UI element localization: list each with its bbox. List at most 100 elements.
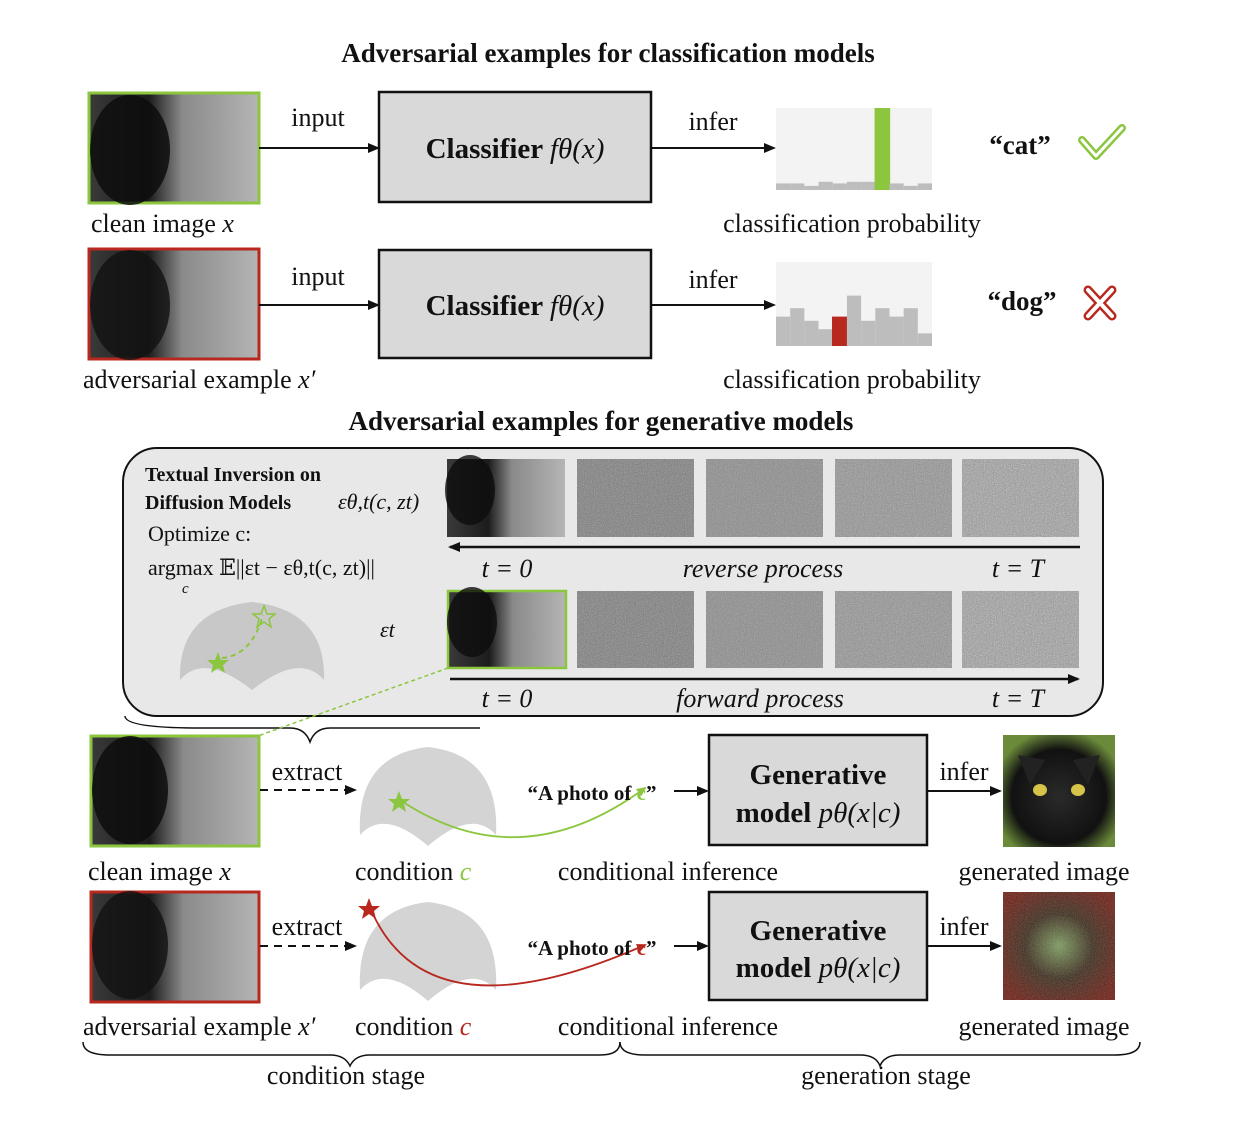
prob-chart-bg — [776, 108, 932, 190]
prob-label: classification probability — [723, 365, 981, 394]
prob-bar — [804, 320, 819, 346]
condition-shape — [359, 747, 497, 846]
condition-label: condition c — [355, 857, 472, 886]
reverse-start: t = 0 — [482, 554, 533, 583]
classifier-label: Classifier fθ(x) — [426, 133, 605, 165]
extract-label: extract — [272, 912, 344, 941]
generation-row-clean: clean image x extract condition c “A pho… — [88, 733, 1130, 886]
prob-bar — [875, 308, 890, 346]
cross-icon — [1083, 285, 1117, 321]
generated-image-label: generated image — [958, 1012, 1129, 1041]
clean-image-label: clean image x — [91, 209, 234, 238]
classifier-box — [377, 90, 653, 204]
cond-inference-label: conditional inference — [558, 1012, 778, 1041]
prob-bar — [818, 329, 833, 346]
clean-image-label: clean image x — [88, 857, 231, 886]
prob-bar — [917, 333, 932, 346]
prob-bar — [889, 316, 904, 346]
generation-stage-brace — [619, 1041, 1141, 1069]
condition-stage-label: condition stage — [267, 1061, 425, 1090]
prob-label: classification probability — [723, 209, 981, 238]
generative-model-box — [707, 890, 929, 1002]
eps-t-label: εt — [380, 617, 396, 642]
infer-label: infer — [939, 757, 988, 786]
prob-bar-highlight — [832, 316, 848, 346]
prob-bar — [889, 183, 904, 190]
prob-bars — [776, 295, 932, 346]
input-label: input — [291, 103, 345, 132]
infer-label: infer — [688, 107, 737, 136]
panel-brace — [124, 715, 480, 745]
objective-sub: c — [182, 581, 189, 597]
optimize-label: Optimize c: — [148, 521, 251, 546]
panel-heading-2: Diffusion Models — [145, 492, 291, 514]
generative-label-1: Generative — [750, 915, 887, 947]
star-icon — [207, 652, 229, 673]
prob-bar — [917, 183, 932, 190]
star-icon — [388, 791, 410, 812]
check-icon-inner — [1080, 126, 1124, 158]
star-outline-icon — [250, 603, 278, 629]
forward-start: t = 0 — [482, 684, 533, 713]
reverse-name: reverse process — [683, 554, 844, 583]
prob-bar — [790, 183, 805, 190]
cond-inference-label: conditional inference — [558, 857, 778, 886]
prob-bars — [776, 108, 932, 190]
infer-label: infer — [939, 912, 988, 941]
prob-bar — [790, 308, 805, 346]
condition-stage-brace — [82, 1041, 621, 1068]
check-icon — [1078, 124, 1126, 160]
condition-shape — [359, 902, 497, 1001]
infer-label: infer — [688, 265, 737, 294]
input-label: input — [291, 262, 345, 291]
panel-heading-1: Textual Inversion on — [145, 464, 321, 486]
cat-silhouette — [90, 250, 170, 360]
classification-title: Adversarial examples for classification … — [341, 38, 874, 68]
generated-image-label: generated image — [958, 857, 1129, 886]
generation-row-adversarial: adversarial example x′ extract condition… — [83, 890, 1130, 1041]
objective: argmax 𝔼||εt − εθ,t(c, zt)|| — [148, 555, 375, 580]
forward-process-images — [446, 587, 1079, 670]
prob-bar — [818, 181, 833, 190]
generative-label-2: model pθ(x|c) — [736, 952, 901, 984]
generative-title: Adversarial examples for generative mode… — [349, 406, 854, 436]
condition-path — [399, 786, 647, 839]
generation-stage-label: generation stage — [801, 1061, 971, 1090]
classifier-box — [377, 248, 653, 360]
prob-bar — [776, 316, 791, 346]
prob-bar — [846, 295, 862, 346]
prediction-dog: “dog” — [987, 286, 1056, 316]
star-icon — [358, 898, 380, 919]
prob-bar — [903, 185, 918, 190]
prob-bar — [776, 183, 791, 190]
adv-image-label: adversarial example x′ — [83, 1012, 316, 1041]
prob-bar — [846, 181, 862, 190]
prompt: “A photo of c” — [528, 781, 657, 805]
prob-bar — [861, 181, 876, 190]
prompt: “A photo of c” — [528, 936, 657, 960]
reverse-end: t = T — [992, 554, 1046, 583]
link-line — [254, 667, 449, 738]
optimization-path — [221, 614, 264, 659]
prob-bar — [804, 185, 819, 190]
prob-bar — [861, 320, 876, 346]
forward-name: forward process — [676, 684, 844, 713]
condition-label: condition c — [355, 1012, 472, 1041]
classifier-label: Classifier fθ(x) — [426, 290, 605, 322]
generative-model-box — [707, 733, 929, 847]
generated-cat-image — [1003, 735, 1115, 847]
generative-label-2: model pθ(x|c) — [736, 797, 901, 829]
eps-function: εθ,t(c, zt) — [338, 489, 419, 514]
condition-path — [371, 911, 647, 987]
textual-inversion-panel: Textual Inversion on Diffusion Models εθ… — [122, 447, 1104, 717]
prediction-cat: “cat” — [989, 130, 1050, 160]
forward-end: t = T — [992, 684, 1046, 713]
classification-row-clean: clean image x input Classifier fθ(x) inf… — [87, 90, 1126, 238]
extract-label: extract — [272, 757, 344, 786]
reverse-process-images — [445, 455, 1079, 537]
classification-row-adversarial: adversarial example x′ input Classifier … — [83, 247, 1117, 394]
generative-label-1: Generative — [750, 759, 887, 791]
prob-bar-highlight — [874, 108, 891, 190]
cat-silhouette — [90, 95, 170, 205]
